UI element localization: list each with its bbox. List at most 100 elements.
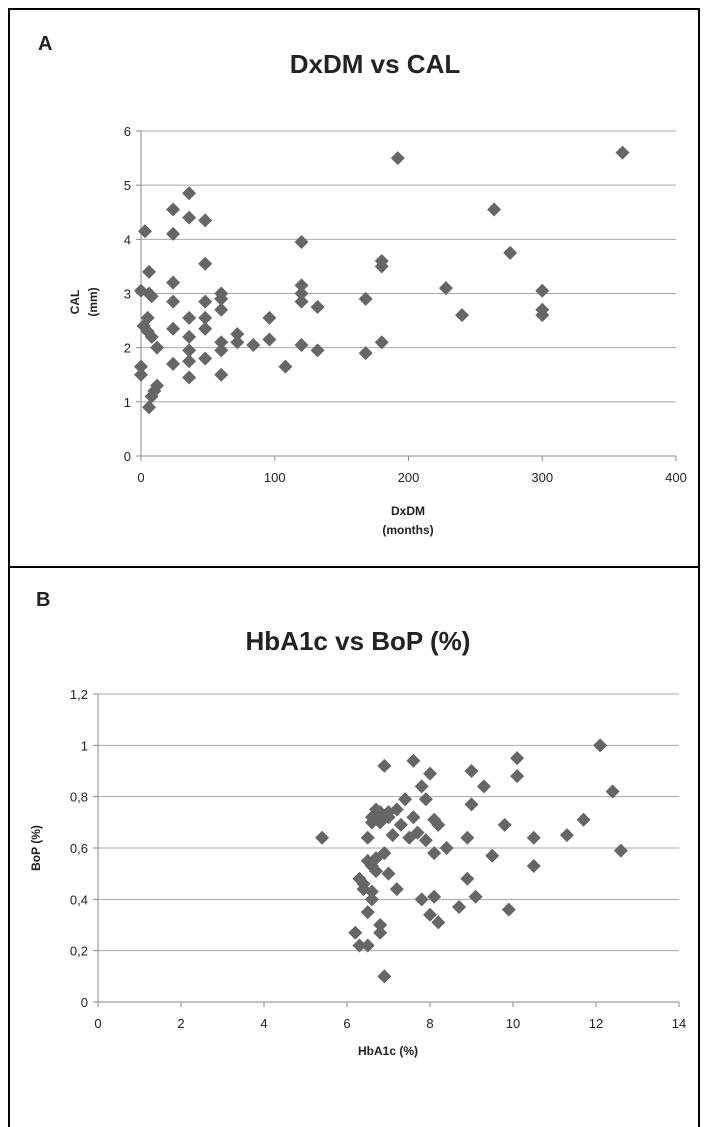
x-tick-label-b-6: 12 [589,1016,603,1031]
panel-letter-b: B [36,589,50,611]
data-point-b-65 [593,738,608,753]
y-tick-label-b-2: 0,4 [70,892,88,907]
chart-panel-b: B HbA1c vs BoP (%) 0 0,2 0,4 0,6 0,8 1 1,2 0 2 4… [8,566,700,1127]
data-point-b-59 [510,751,525,766]
x-tick-label-b-3: 6 [343,1016,350,1031]
data-point-a-36 [214,291,229,306]
data-point-a-21 [166,356,181,371]
data-point-b-41 [423,766,437,781]
data-point-b-62 [526,858,541,873]
data-point-b-14 [364,884,379,899]
data-point-a-53 [310,343,325,358]
x-tick-label-a-3: 300 [531,470,553,485]
data-point-a-47 [294,235,309,250]
x-axis-label-a: DxDM [391,504,425,518]
data-point-a-51 [294,337,309,352]
data-point-a-43 [246,337,261,352]
data-point-a-5 [140,310,155,325]
data-point-b-21 [373,925,388,940]
data-point-a-59 [390,151,405,166]
data-point-a-11 [142,400,157,415]
data-point-a-16 [166,202,181,217]
data-point-b-49 [452,900,467,915]
data-point-b-1 [348,925,363,940]
data-point-b-53 [464,797,479,812]
x-tick-label-b-0: 0 [94,1016,101,1031]
scatter-chart-b: B HbA1c vs BoP (%) 0 0,2 0,4 0,6 0,8 1 1,2 0 2 4… [29,589,686,1058]
data-point-a-63 [503,245,518,260]
data-point-b-51 [460,871,475,886]
x-tick-label-a-4: 400 [665,470,687,485]
data-point-b-47 [431,817,446,832]
data-point-a-50 [294,294,309,309]
data-point-b-27 [381,866,396,881]
x-tick-labels-a: 0 100 200 300 400 [137,456,687,485]
data-point-b-58 [501,902,516,917]
data-point-b-66 [605,784,620,799]
data-point-a-32 [198,310,213,325]
data-point-b-57 [497,817,512,832]
chart-title-b: HbA1c vs BoP (%) [246,626,471,656]
data-points-b [315,738,628,984]
data-point-b-35 [406,810,421,825]
y-tick-label-b-3: 0,6 [70,841,88,856]
data-point-b-3 [352,938,367,953]
x-tick-label-b-7: 14 [672,1016,686,1031]
data-point-b-31 [393,817,408,832]
data-point-b-34 [406,753,421,768]
data-point-a-15 [150,340,165,355]
data-point-b-37 [414,779,429,794]
data-point-a-30 [198,256,213,271]
data-point-b-64 [576,812,591,827]
x-axis-unit-a: (months) [382,523,433,537]
data-point-a-55 [358,346,373,361]
x-tick-label-a-1: 100 [264,470,286,485]
y-tick-label-a-2: 2 [124,341,131,356]
data-point-a-39 [214,343,229,358]
data-point-a-46 [278,359,293,374]
y-tick-label-b-5: 1 [81,738,88,753]
data-point-a-45 [262,332,277,347]
data-point-a-24 [182,310,197,325]
data-point-b-30 [389,882,404,897]
data-point-b-67 [613,843,628,858]
data-point-b-22 [377,758,392,773]
data-points-a [134,145,630,415]
x-tick-labels-b: 0 2 4 6 8 10 12 14 [94,1002,686,1031]
data-point-a-44 [262,310,277,325]
data-point-a-67 [615,145,630,160]
data-point-b-61 [526,830,541,845]
data-point-a-42 [230,335,245,350]
y-axis-label-b: BoP (%) [29,825,43,871]
data-point-b-50 [460,830,475,845]
data-point-a-23 [182,210,197,225]
data-point-b-43 [427,889,442,904]
data-point-a-38 [214,335,229,350]
data-point-a-54 [358,291,373,306]
data-point-b-17 [369,864,384,879]
data-point-b-24 [377,969,392,984]
grid-a [141,130,676,403]
data-point-a-19 [166,294,181,309]
data-point-a-64 [535,283,550,298]
x-axis-label-b: HbA1c (%) [358,1044,418,1058]
data-point-b-0 [315,830,330,845]
y-tick-label-a-0: 0 [124,449,131,464]
data-point-b-56 [485,848,500,863]
y-tick-label-b-0: 0 [81,995,88,1010]
data-point-a-25 [182,329,197,344]
data-point-a-40 [214,367,229,382]
data-point-b-63 [559,828,574,843]
data-point-a-22 [182,186,197,201]
data-point-a-37 [214,302,229,317]
x-tick-label-b-2: 4 [260,1016,267,1031]
data-point-b-45 [427,846,442,861]
data-point-b-54 [468,889,483,904]
data-point-a-0 [134,359,148,374]
x-tick-label-b-1: 2 [177,1016,184,1031]
x-tick-label-a-2: 200 [398,470,420,485]
data-point-a-52 [310,300,325,315]
data-point-b-23 [377,846,392,861]
data-point-b-36 [410,825,425,840]
y-axis-label-a: CAL [68,290,82,315]
